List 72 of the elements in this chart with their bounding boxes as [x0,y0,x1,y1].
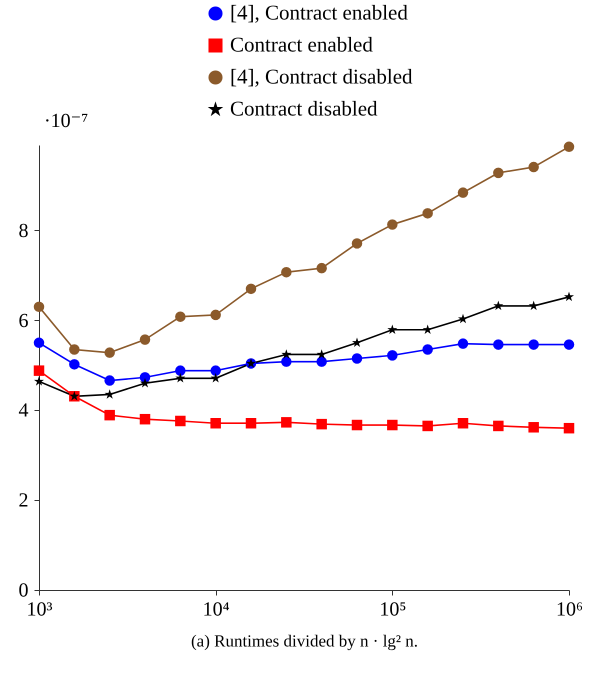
point [246,284,256,294]
point [34,338,44,348]
point [69,344,80,355]
point [422,420,433,432]
point [493,420,504,432]
legend-label: [4], Contract disabled [230,64,414,88]
point [210,365,221,376]
point [493,300,504,310]
point [34,365,44,376]
point [316,262,327,274]
point [493,168,504,178]
point [69,359,80,370]
legend-label: [4], Contract enabled [230,0,408,24]
point [140,334,150,345]
legend-label: Contract disabled [230,96,378,120]
point [140,372,150,383]
point [458,338,468,349]
point [316,418,327,430]
point [281,356,292,367]
point [387,219,398,230]
point [281,266,292,278]
x-tick-label: 10³ [26,598,52,620]
point [352,338,362,348]
point [246,418,256,428]
point [34,302,44,312]
point [458,314,468,324]
point [387,350,398,361]
point [387,420,398,430]
point [564,292,574,302]
point [493,339,504,350]
point [210,373,221,383]
point [210,418,221,428]
point [210,310,221,320]
point [140,378,150,388]
x-tick-label: 10⁶ [556,598,584,620]
x-tick-label: 10⁵ [379,598,406,620]
point [564,142,574,152]
x-tick-label: 10⁴ [202,598,230,620]
legend-label: Contract enabled [230,32,374,56]
point [387,324,398,334]
point [175,365,186,376]
point [316,356,327,367]
point [564,339,574,350]
point [352,420,362,430]
point [104,410,115,420]
y-tick-label: 2 [18,490,28,512]
point [352,238,362,249]
point [175,416,186,426]
y-tick-label: 6 [18,310,28,332]
point [458,418,468,428]
point [281,417,292,428]
point [34,376,44,386]
point [528,422,539,433]
text: ·10⁻⁷ [44,110,88,132]
point [104,347,115,358]
point [281,349,292,359]
point [528,300,539,310]
y-tick-label: 8 [18,220,28,242]
y-tick-label: 4 [18,400,28,422]
point [422,208,433,219]
point [140,414,150,424]
y-tick-label: 0 [18,580,28,602]
point [175,311,186,322]
point [104,375,115,386]
point [422,344,433,355]
point [352,353,362,364]
point [175,373,186,383]
x-axis-title: (a) Runtimes divided by n · lg² n. [190,632,418,650]
point [564,422,574,434]
point [458,187,468,198]
point [528,162,539,172]
point [528,339,539,350]
